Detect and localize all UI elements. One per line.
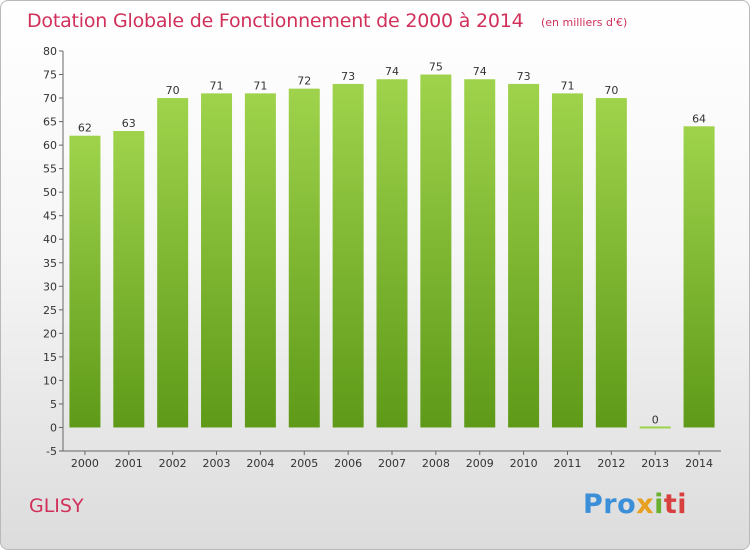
bar-value-label: 73 bbox=[517, 70, 531, 83]
y-tick-label: 45 bbox=[43, 210, 57, 223]
bar bbox=[157, 98, 189, 428]
bar bbox=[595, 98, 627, 428]
bar-value-label: 63 bbox=[122, 117, 136, 130]
bar bbox=[376, 79, 408, 428]
bar-value-label: 72 bbox=[297, 75, 311, 88]
bar-value-label: 75 bbox=[429, 61, 443, 74]
x-tick-label: 2000 bbox=[71, 457, 99, 470]
chart-title: Dotation Globale de Fonctionnement de 20… bbox=[27, 10, 524, 32]
bar bbox=[639, 426, 671, 429]
y-tick-label: 0 bbox=[50, 421, 57, 434]
x-tick-label: 2011 bbox=[553, 457, 581, 470]
y-tick-label: 35 bbox=[43, 257, 57, 270]
bar-value-label: 73 bbox=[341, 70, 355, 83]
bar bbox=[683, 126, 715, 428]
x-tick-label: 2008 bbox=[422, 457, 450, 470]
y-tick-label: 10 bbox=[43, 374, 57, 387]
x-tick-label: 2012 bbox=[597, 457, 625, 470]
bar bbox=[508, 83, 540, 428]
y-tick-label: 40 bbox=[43, 233, 57, 246]
x-tick-label: 2004 bbox=[246, 457, 274, 470]
bar bbox=[332, 83, 364, 428]
x-tick-label: 2001 bbox=[115, 457, 143, 470]
y-tick-label: -5 bbox=[46, 445, 57, 458]
x-tick-label: 2010 bbox=[510, 457, 538, 470]
bar bbox=[69, 135, 101, 428]
bar-value-label: 71 bbox=[210, 79, 224, 92]
bar bbox=[288, 88, 320, 428]
bar-value-label: 74 bbox=[385, 65, 399, 78]
x-tick-label: 2009 bbox=[466, 457, 494, 470]
bar-value-label: 70 bbox=[604, 84, 618, 97]
axes: -5 0 5 10 15 20 25 30 35 40 45 50 55 60 65 70 75 80 2000 20… bbox=[43, 45, 721, 470]
proxiti-logo[interactable]: Proxiti bbox=[583, 489, 687, 520]
bar-value-label: 71 bbox=[560, 79, 574, 92]
x-tick-label: 2002 bbox=[159, 457, 187, 470]
data-labels: 62 63 70 71 71 72 73 74 75 74 73 71 70 0 64 bbox=[78, 61, 706, 427]
y-tick-label: 55 bbox=[43, 163, 57, 176]
x-tick-label: 2005 bbox=[290, 457, 318, 470]
y-tick-label: 30 bbox=[43, 280, 57, 293]
y-tick-label: 70 bbox=[43, 92, 57, 105]
y-tick-label: 15 bbox=[43, 351, 57, 364]
bar bbox=[113, 131, 145, 428]
y-tick-label: 60 bbox=[43, 139, 57, 152]
bar-value-label: 0 bbox=[652, 413, 659, 426]
bar bbox=[420, 74, 452, 428]
y-tick-label: 5 bbox=[50, 398, 57, 411]
y-tick-label: 75 bbox=[43, 69, 57, 82]
chart-subtitle: (en milliers d'€) bbox=[541, 16, 628, 29]
x-tick-label: 2006 bbox=[334, 457, 362, 470]
bar-value-label: 70 bbox=[166, 84, 180, 97]
bar-value-label: 62 bbox=[78, 122, 92, 135]
logo-part-2: x bbox=[636, 489, 655, 520]
bar bbox=[201, 93, 233, 428]
y-tick-label: 25 bbox=[43, 304, 57, 317]
logo-part-3: i bbox=[654, 489, 664, 520]
x-tick-label: 2003 bbox=[203, 457, 231, 470]
bar bbox=[464, 79, 496, 428]
commune-name: GLISY bbox=[29, 495, 84, 517]
x-tick-label: 2013 bbox=[641, 457, 669, 470]
logo-part-4: ti bbox=[663, 489, 688, 520]
y-tick-label: 65 bbox=[43, 116, 57, 129]
bar bbox=[244, 93, 276, 428]
y-tick-label: 20 bbox=[43, 327, 57, 340]
bar-value-label: 74 bbox=[473, 65, 487, 78]
x-tick-label: 2007 bbox=[378, 457, 406, 470]
bar-value-label: 64 bbox=[692, 112, 706, 125]
bar bbox=[551, 93, 583, 428]
y-tick-label: 80 bbox=[43, 45, 57, 58]
bars bbox=[69, 74, 715, 429]
y-tick-label: 50 bbox=[43, 186, 57, 199]
logo-part-1: Pro bbox=[583, 489, 637, 520]
bar-value-label: 71 bbox=[253, 79, 267, 92]
x-tick-label: 2014 bbox=[685, 457, 713, 470]
